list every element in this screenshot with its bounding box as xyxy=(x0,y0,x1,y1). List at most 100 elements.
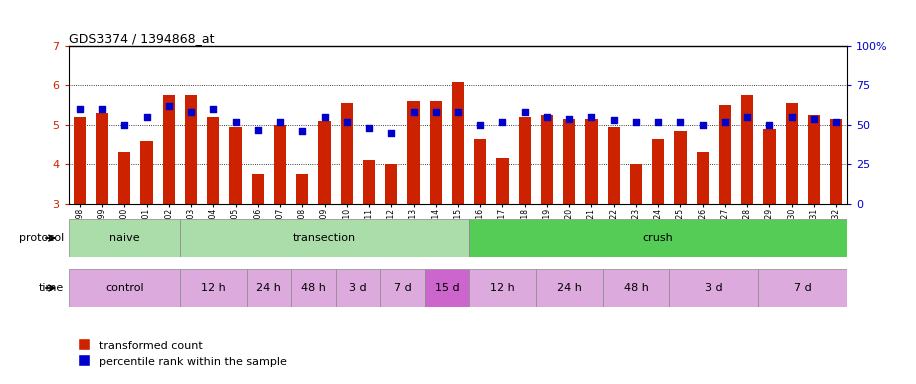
Point xyxy=(673,119,688,125)
Point xyxy=(584,114,599,120)
Point xyxy=(139,114,154,120)
Bar xyxy=(607,127,620,204)
Bar xyxy=(469,219,847,257)
Text: GDS3374 / 1394868_at: GDS3374 / 1394868_at xyxy=(69,32,214,45)
Bar xyxy=(118,152,130,204)
Bar xyxy=(385,164,398,204)
Text: control: control xyxy=(105,283,144,293)
Bar xyxy=(741,95,753,204)
Bar xyxy=(425,269,469,307)
Text: 3 d: 3 d xyxy=(349,283,366,293)
Point xyxy=(784,114,799,120)
Bar xyxy=(252,174,264,204)
Point xyxy=(273,119,288,125)
Bar xyxy=(808,115,820,204)
Point xyxy=(72,106,87,112)
Bar xyxy=(585,119,597,204)
Text: protocol: protocol xyxy=(19,233,64,243)
Legend: transformed count, percentile rank within the sample: transformed count, percentile rank withi… xyxy=(74,335,291,371)
Point xyxy=(606,117,621,123)
Point xyxy=(762,122,777,128)
Bar xyxy=(536,269,603,307)
Bar xyxy=(291,269,335,307)
Bar xyxy=(603,269,670,307)
Point xyxy=(451,109,465,115)
Bar xyxy=(518,117,531,204)
Bar xyxy=(763,129,776,204)
Bar xyxy=(296,174,309,204)
Text: 24 h: 24 h xyxy=(557,283,582,293)
Bar xyxy=(185,95,197,204)
Text: 15 d: 15 d xyxy=(434,283,459,293)
Point xyxy=(206,106,221,112)
Bar xyxy=(563,119,575,204)
Bar xyxy=(180,269,246,307)
Text: transection: transection xyxy=(293,233,356,243)
Bar xyxy=(319,121,331,204)
Bar xyxy=(652,139,664,204)
Point xyxy=(295,128,310,134)
Text: 24 h: 24 h xyxy=(256,283,281,293)
Point xyxy=(540,114,554,120)
Text: 3 d: 3 d xyxy=(705,283,723,293)
Point xyxy=(496,119,510,125)
Point xyxy=(562,116,576,122)
Bar xyxy=(474,139,486,204)
Bar xyxy=(696,152,709,204)
Bar xyxy=(719,105,731,204)
Point xyxy=(829,119,844,125)
Bar xyxy=(140,141,153,204)
Bar xyxy=(452,81,464,204)
Bar xyxy=(430,101,442,204)
Point xyxy=(740,114,755,120)
Point xyxy=(651,119,666,125)
Point xyxy=(717,119,732,125)
Bar xyxy=(674,131,687,204)
Bar xyxy=(341,103,353,204)
Bar xyxy=(630,164,642,204)
Bar xyxy=(408,101,420,204)
Bar xyxy=(69,219,180,257)
Text: time: time xyxy=(38,283,64,293)
Bar xyxy=(758,269,847,307)
Point xyxy=(807,116,822,122)
Point xyxy=(695,122,710,128)
Text: 48 h: 48 h xyxy=(624,283,649,293)
Text: naive: naive xyxy=(109,233,139,243)
Bar xyxy=(786,103,798,204)
Bar xyxy=(380,269,425,307)
Text: 48 h: 48 h xyxy=(301,283,326,293)
Bar xyxy=(180,219,469,257)
Text: 12 h: 12 h xyxy=(490,283,515,293)
Point xyxy=(518,109,532,115)
Point xyxy=(406,109,420,115)
Point xyxy=(317,114,332,120)
Bar xyxy=(207,117,220,204)
Bar xyxy=(69,269,180,307)
Text: 7 d: 7 d xyxy=(394,283,411,293)
Bar xyxy=(229,127,242,204)
Point xyxy=(362,125,376,131)
Bar xyxy=(274,125,286,204)
Point xyxy=(429,109,443,115)
Bar xyxy=(73,117,86,204)
Bar xyxy=(163,95,175,204)
Bar xyxy=(469,269,536,307)
Bar xyxy=(335,269,380,307)
Text: 12 h: 12 h xyxy=(201,283,225,293)
Bar xyxy=(496,158,508,204)
Point xyxy=(340,119,354,125)
Point xyxy=(117,122,132,128)
Point xyxy=(228,119,243,125)
Point xyxy=(628,119,643,125)
Point xyxy=(473,122,487,128)
Bar xyxy=(670,269,758,307)
Point xyxy=(250,126,265,132)
Point xyxy=(184,109,199,115)
Point xyxy=(384,130,398,136)
Bar xyxy=(540,115,553,204)
Text: 7 d: 7 d xyxy=(794,283,812,293)
Bar xyxy=(363,160,376,204)
Bar xyxy=(246,269,291,307)
Point xyxy=(94,106,109,112)
